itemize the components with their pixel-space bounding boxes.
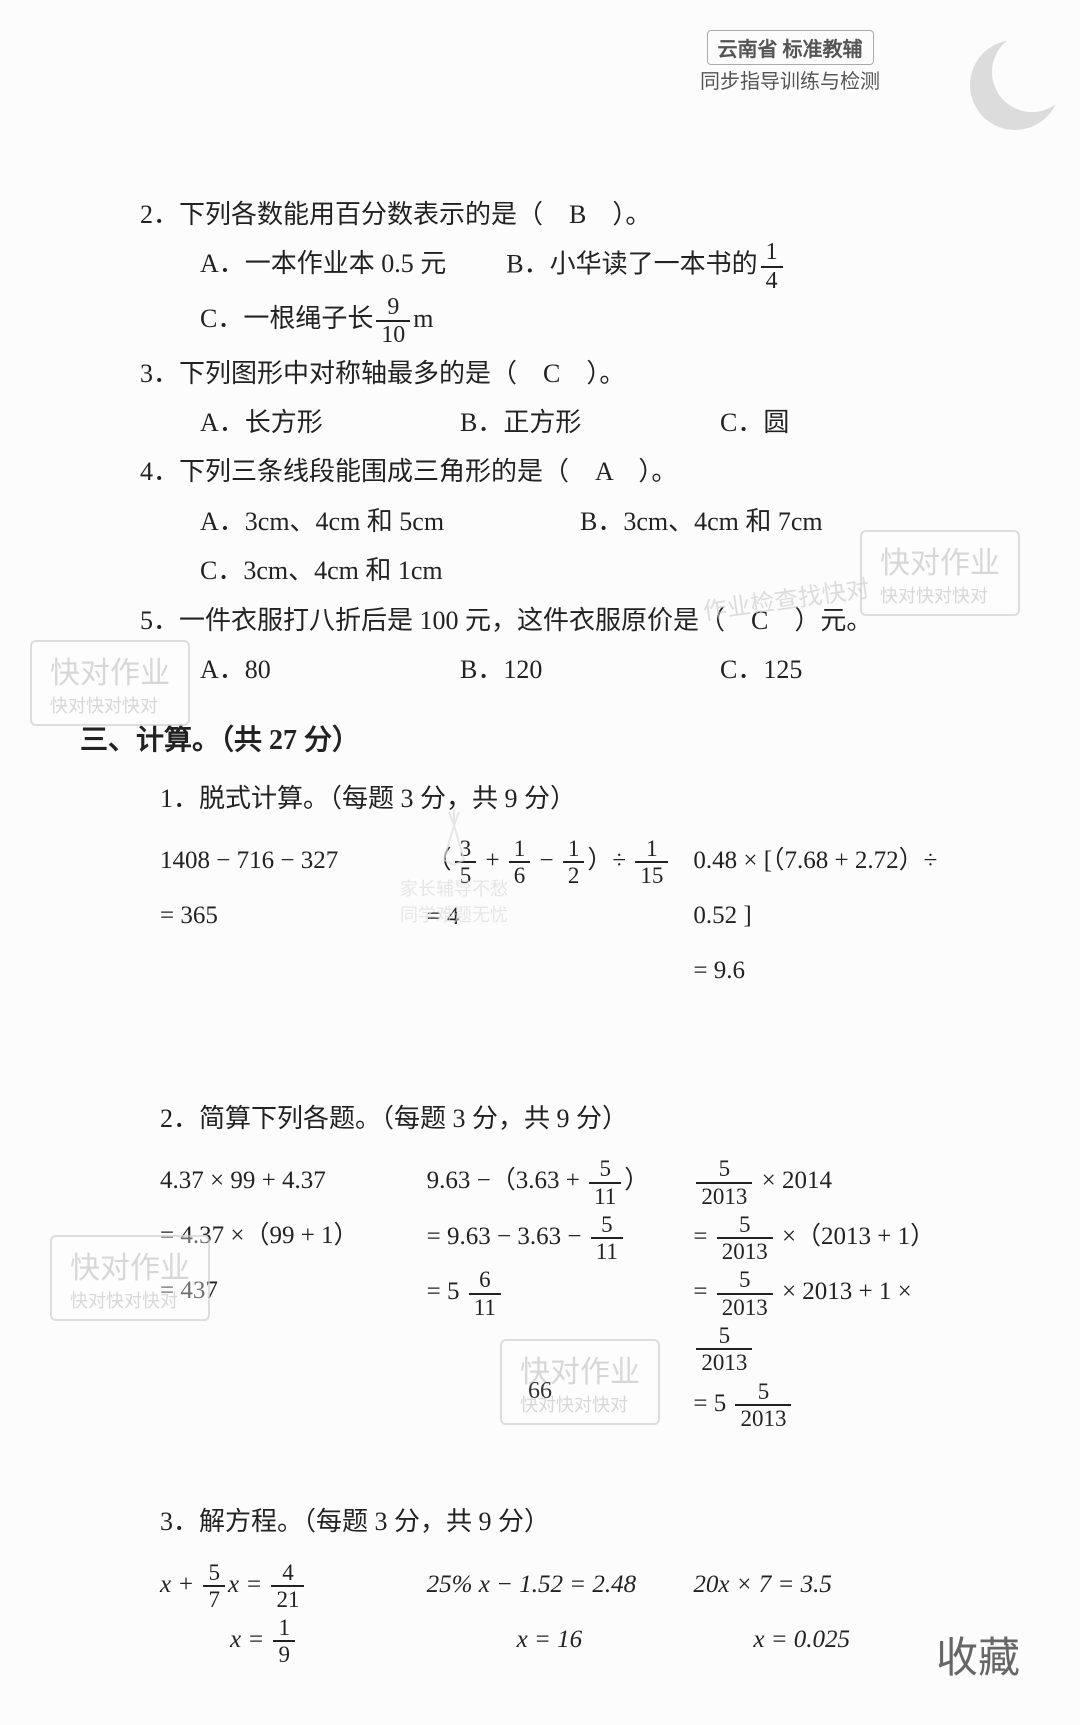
s3p3-c1: x + 57x = 421 x = 19 [160, 1557, 427, 1668]
page-number: 66 [528, 1378, 552, 1405]
watermark-box-4: 快对作业 快对快对快对 [500, 1339, 660, 1425]
s3p3-row: x + 57x = 421 x = 19 25% x − 1.52 = 2.48… [160, 1557, 960, 1668]
q3-opt-b: B．正方形 [460, 398, 660, 447]
q3-opt-a: A．长方形 [200, 398, 400, 447]
s3p2-c3: 52013 × 2014 = 52013 ×（2013 + 1） = 52013… [693, 1153, 960, 1431]
q4-stem: 4．下列三条线段能围成三角形的是（ A ）。 [140, 447, 1000, 496]
q5-opt-a: A．80 [200, 645, 400, 694]
q2-stem: 2．下列各数能用百分数表示的是（ B ）。 [140, 190, 1000, 239]
s3p1-c3: 0.48 × [（7.68 + 2.72）÷ 0.52 ] = 9.6 [693, 833, 960, 998]
carrot-watermark: 家长辅导不愁 同学难题无忧 [400, 810, 508, 927]
brand-label: 云南省 标准教辅 [707, 30, 874, 65]
s3p1-title: 1．脱式计算。（每题 3 分，共 9 分） [160, 774, 1000, 823]
q5-opt-b: B．120 [460, 645, 660, 694]
s3p3-title: 3．解方程。（每题 3 分，共 9 分） [160, 1497, 1000, 1546]
watermark-box-2: 快对作业 快对快对快对 [30, 640, 190, 726]
q2-opt-c: C．一根绳子长910m [200, 304, 433, 333]
watermark-box-1: 快对作业 快对快对快对 [860, 530, 1020, 616]
content-area: 2．下列各数能用百分数表示的是（ B ）。 A．一本作业本 0.5 元 B．小华… [80, 190, 1000, 1668]
q4-opt-c: C．3cm、4cm 和 1cm [200, 556, 443, 585]
q3-opt-c: C．圆 [720, 398, 920, 447]
s3p3-c2: 25% x − 1.52 = 2.48 x = 16 [427, 1557, 694, 1668]
q4-opt-b: B．3cm、4cm 和 7cm [580, 497, 823, 546]
s3p2-title: 2．简算下列各题。（每题 3 分，共 9 分） [160, 1094, 1000, 1143]
s3p3-c3: 20x × 7 = 3.5 x = 0.025 [693, 1557, 960, 1668]
s3p1-c1: 1408 − 716 − 327 = 365 [160, 833, 427, 998]
dark-mode-icon[interactable] [970, 40, 1060, 130]
collect-button[interactable]: 收藏 [936, 1624, 1020, 1685]
s3p1-row: 1408 − 716 − 327 = 365 （35 + 16 − 12）÷ 1… [160, 833, 960, 998]
q3-stem: 3．下列图形中对称轴最多的是（ C ）。 [140, 349, 1000, 398]
watermark-box-3: 快对作业 快对快对快对 [50, 1235, 210, 1321]
section3-title: 三、计算。（共 27 分） [80, 714, 1000, 767]
worksheet-page: 云南省 标准教辅 同步指导训练与检测 2．下列各数能用百分数表示的是（ B ）。… [0, 0, 1080, 1725]
carrot-icon [429, 810, 479, 870]
q2-opt-a: A．一本作业本 0.5 元 [200, 239, 446, 294]
q2-opt-b: B．小华读了一本书的14 [506, 239, 785, 294]
header-banner: 云南省 标准教辅 同步指导训练与检测 [700, 30, 880, 94]
q5-opt-c: C．125 [720, 645, 920, 694]
q4-opt-a: A．3cm、4cm 和 5cm [200, 497, 520, 546]
header-title: 同步指导训练与检测 [700, 71, 880, 93]
